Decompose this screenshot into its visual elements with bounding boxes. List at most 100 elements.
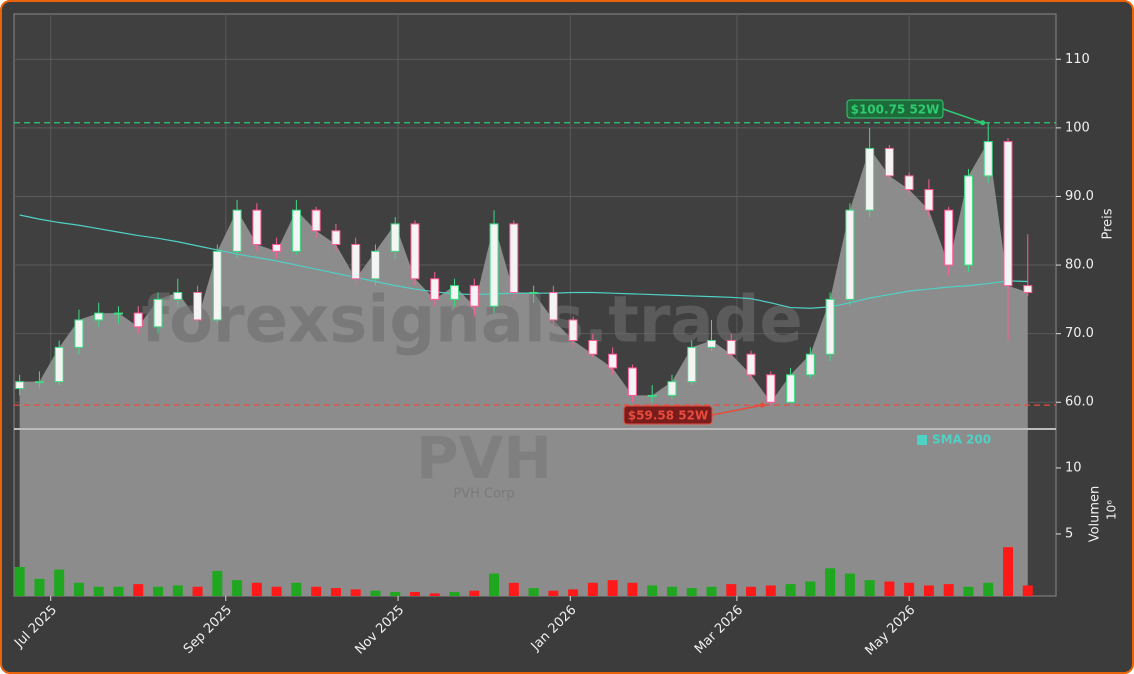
volume-bar — [291, 582, 302, 596]
volume-bar — [113, 586, 124, 596]
candle-body — [489, 223, 499, 307]
candle-body — [153, 298, 163, 328]
legend-swatch — [917, 435, 927, 445]
candle-body — [825, 298, 835, 355]
annotation-box — [846, 99, 944, 119]
volume-bar — [212, 570, 223, 596]
candle-body — [667, 381, 677, 396]
candle-body — [548, 291, 558, 321]
volume-bar — [34, 578, 45, 596]
annotation-label: $100.75 52W — [851, 103, 940, 117]
volume-axis-label: Volumen — [1088, 486, 1103, 543]
candle-body — [509, 223, 519, 293]
candle-body — [15, 381, 25, 390]
y-tick-label: 80.0 — [1065, 258, 1094, 273]
x-tick-label: Nov 2025 — [352, 603, 407, 658]
candle-body — [746, 353, 756, 376]
price-area — [19, 141, 1028, 596]
volume-bar — [390, 592, 401, 596]
y-tick-label: 60.0 — [1065, 395, 1094, 410]
volume-bar — [1002, 547, 1013, 596]
x-tick-label: May 2026 — [863, 603, 919, 659]
candle-body — [924, 189, 934, 211]
candle-body — [469, 285, 479, 307]
volume-bar — [489, 573, 500, 596]
volume-bar — [350, 589, 361, 596]
candle-body — [786, 374, 796, 403]
volume-bar — [785, 584, 796, 596]
volume-bar — [706, 586, 717, 596]
volume-bar — [469, 590, 480, 596]
candle-body — [805, 353, 815, 376]
volume-bar — [548, 590, 559, 596]
volume-bar — [884, 581, 895, 596]
candle-body — [232, 209, 242, 252]
candle-body — [568, 319, 578, 342]
volume-bar — [14, 566, 25, 596]
volume-bar — [192, 586, 203, 596]
candle-body — [884, 147, 894, 177]
volume-bar — [647, 585, 658, 596]
volume-bar — [923, 585, 934, 596]
volume-bar — [726, 584, 737, 596]
candle-body — [687, 346, 697, 383]
volume-bar — [587, 582, 598, 596]
volume-bar — [666, 586, 677, 596]
candle-body — [390, 223, 400, 252]
candle-body — [133, 312, 143, 328]
candle-body — [588, 340, 598, 355]
candle-body — [1023, 285, 1033, 293]
candle-body — [845, 209, 855, 300]
volume-bar — [370, 590, 381, 596]
sma-line — [19, 214, 1028, 309]
y-axis-label: Preis — [1101, 208, 1116, 239]
volume-bar — [311, 586, 322, 596]
volume-bar — [93, 586, 104, 596]
candle-body — [94, 312, 104, 321]
candle-body — [726, 340, 736, 355]
candle-body — [430, 278, 440, 300]
volume-bar — [943, 584, 954, 596]
candle-body — [608, 353, 618, 369]
y-tick-label: 100 — [1065, 120, 1090, 135]
x-tick-label: Mar 2026 — [692, 603, 746, 657]
y-tick-label: 110 — [1065, 52, 1090, 67]
volume-bar — [409, 592, 420, 596]
candle-body — [647, 394, 657, 397]
volume-bar — [508, 582, 519, 596]
volume-bar — [746, 586, 757, 596]
volume-bar — [686, 588, 697, 596]
volume-tick-label: 10 — [1065, 460, 1082, 475]
annotation-arrow — [711, 404, 763, 416]
volume-bar — [73, 582, 84, 596]
candle-body — [34, 381, 44, 384]
candle-body — [291, 209, 301, 252]
volume-bar — [153, 586, 164, 596]
annotation-box — [623, 405, 713, 425]
candle-body — [706, 340, 716, 348]
volume-bar — [983, 582, 994, 596]
annotation-label: $59.58 52W — [628, 409, 708, 423]
candle-body — [983, 141, 993, 177]
candle-body — [272, 243, 282, 252]
candle-body — [74, 319, 84, 348]
candle-body — [252, 209, 262, 245]
volume-bar — [232, 580, 243, 596]
x-tick-label: Sep 2025 — [181, 603, 235, 657]
candle-body — [410, 223, 420, 280]
candle-body — [944, 209, 954, 266]
y-tick-label: 90.0 — [1065, 189, 1094, 204]
volume-bar — [627, 582, 638, 596]
volume-bar — [449, 592, 460, 596]
annotation-arrow — [942, 108, 983, 124]
volume-bar — [172, 585, 183, 596]
volume-bar — [251, 582, 262, 596]
candle-body — [113, 312, 123, 315]
volume-bar — [429, 593, 440, 596]
volume-bar — [330, 588, 341, 596]
volume-bar — [765, 585, 776, 596]
candle-body — [311, 209, 321, 232]
candle-body — [173, 291, 183, 300]
